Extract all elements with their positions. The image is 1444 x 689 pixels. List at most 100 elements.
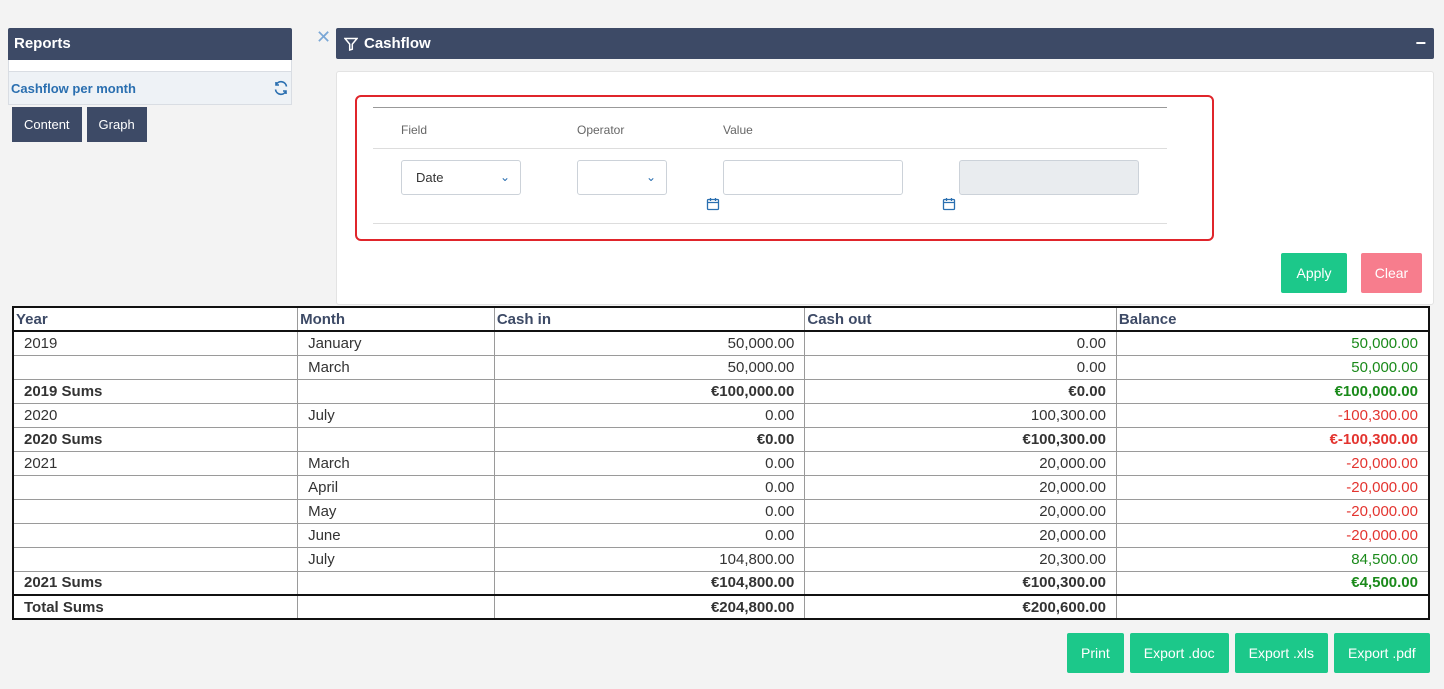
value-input[interactable] — [723, 160, 903, 195]
divider — [373, 107, 1167, 108]
clear-button[interactable]: Clear — [1361, 253, 1422, 293]
cell-month: May — [297, 498, 495, 524]
calendar-icon[interactable] — [706, 197, 720, 211]
filter-header-row: Field Operator Value — [373, 108, 1167, 148]
table-row: June 0.00 20,000.00 -20,000.00 — [12, 522, 1430, 548]
cell-cash-in: 104,800.00 — [493, 546, 806, 572]
close-icon[interactable]: ✕ — [316, 27, 332, 47]
cell-cash-out: €100,300.00 — [804, 426, 1117, 452]
reports-panel: Reports Cashflow per month Content Graph — [8, 28, 292, 142]
export-doc-button[interactable]: Export .doc — [1129, 633, 1229, 673]
cell-month: March — [297, 450, 495, 476]
report-item-cashflow[interactable]: Cashflow per month — [8, 71, 292, 105]
cell-cash-in: €100,000.00 — [493, 378, 806, 404]
cell-cash-out: 20,300.00 — [804, 546, 1117, 572]
cell-month: March — [297, 354, 495, 380]
cell-cash-in: 0.00 — [493, 402, 806, 428]
cell-cash-out: €0.00 — [804, 378, 1117, 404]
chevron-down-icon: ⌄ — [499, 170, 510, 184]
divider — [373, 148, 1167, 149]
filter-table: Field Operator Value Date ⌄ ⌄ — [373, 107, 1167, 224]
total-row: Total Sums €204,800.00 €200,600.00 — [12, 594, 1430, 620]
cell-year — [12, 522, 299, 548]
cell-year: 2021 — [12, 450, 299, 476]
cell-cash-out: 0.00 — [804, 354, 1117, 380]
cell-balance: 50,000.00 — [1115, 330, 1430, 356]
cell-year: 2021 Sums — [12, 570, 299, 596]
cell-balance: -20,000.00 — [1115, 522, 1430, 548]
cell-cash-out: €200,600.00 — [804, 594, 1117, 620]
filter-row: Date ⌄ ⌄ — [373, 149, 1167, 223]
cell-month: April — [297, 474, 495, 500]
cell-cash-out: 20,000.00 — [804, 522, 1117, 548]
cell-balance: €-100,300.00 — [1115, 426, 1430, 452]
column-header-year[interactable]: Year — [12, 306, 299, 332]
cell-month — [297, 378, 495, 404]
refresh-icon[interactable] — [273, 80, 289, 96]
cell-cash-out: 20,000.00 — [804, 498, 1117, 524]
cell-month — [297, 570, 495, 596]
cell-cash-out: 20,000.00 — [804, 450, 1117, 476]
cell-balance — [1115, 594, 1430, 620]
cell-year — [12, 498, 299, 524]
print-button[interactable]: Print — [1067, 633, 1124, 673]
cell-cash-out: 100,300.00 — [804, 402, 1117, 428]
column-header-balance[interactable]: Balance — [1115, 306, 1430, 332]
apply-button[interactable]: Apply — [1281, 253, 1347, 293]
cell-cash-out: 20,000.00 — [804, 474, 1117, 500]
cell-year — [12, 474, 299, 500]
cell-year — [12, 354, 299, 380]
filter-highlight — [355, 95, 1214, 241]
report-link-cashflow[interactable]: Cashflow per month — [11, 80, 136, 96]
column-header-month[interactable]: Month — [297, 306, 495, 332]
view-tabs: Content Graph — [12, 107, 292, 142]
cell-balance: 84,500.00 — [1115, 546, 1430, 572]
column-header-cash-in[interactable]: Cash in — [493, 306, 806, 332]
cell-balance: -20,000.00 — [1115, 474, 1430, 500]
export-pdf-button[interactable]: Export .pdf — [1333, 633, 1430, 673]
table-row: May 0.00 20,000.00 -20,000.00 — [12, 498, 1430, 524]
cell-cash-in: 0.00 — [493, 474, 806, 500]
cell-cash-in: 0.00 — [493, 522, 806, 548]
cell-year: 2019 — [12, 330, 299, 356]
table-row: March 50,000.00 0.00 50,000.00 — [12, 354, 1430, 380]
cell-cash-out: 0.00 — [804, 330, 1117, 356]
table-row: April 0.00 20,000.00 -20,000.00 — [12, 474, 1430, 500]
cell-cash-in: €204,800.00 — [493, 594, 806, 620]
filter-col-field: Field — [401, 123, 428, 137]
field-select[interactable]: Date ⌄ — [401, 160, 521, 195]
cell-balance: -100,300.00 — [1115, 402, 1430, 428]
sum-row: 2020 Sums €0.00 €100,300.00 €-100,300.00 — [12, 426, 1430, 452]
cell-month: January — [297, 330, 495, 356]
table-header-row: Year Month Cash in Cash out Balance — [12, 306, 1430, 332]
cell-cash-in: 50,000.00 — [493, 354, 806, 380]
cashflow-panel-header: Cashflow − — [336, 28, 1434, 59]
cell-balance: 50,000.00 — [1115, 354, 1430, 380]
cell-year — [12, 546, 299, 572]
chevron-down-icon: ⌄ — [645, 170, 656, 184]
operator-select[interactable]: ⌄ — [577, 160, 667, 195]
tab-graph[interactable]: Graph — [86, 107, 147, 142]
tab-content[interactable]: Content — [12, 107, 82, 142]
cell-cash-in: €104,800.00 — [493, 570, 806, 596]
column-header-cash-out[interactable]: Cash out — [804, 306, 1117, 332]
cell-month: July — [297, 546, 495, 572]
filter-col-operator: Operator — [577, 123, 625, 137]
divider — [373, 223, 1167, 224]
cell-balance: €4,500.00 — [1115, 570, 1430, 596]
export-xls-button[interactable]: Export .xls — [1234, 633, 1328, 673]
reports-title: Reports — [8, 28, 292, 60]
calendar-icon[interactable] — [942, 197, 956, 211]
filter-col-value: Value — [723, 123, 753, 137]
cell-month: June — [297, 522, 495, 548]
reports-spacer — [8, 60, 292, 71]
table-row: 2020 July 0.00 100,300.00 -100,300.00 — [12, 402, 1430, 428]
filter-icon — [344, 37, 358, 51]
field-select-value: Date — [416, 170, 444, 185]
value-input-2[interactable] — [959, 160, 1139, 195]
cell-month — [297, 426, 495, 452]
collapse-icon[interactable]: − — [1415, 33, 1426, 53]
cell-cash-in: 0.00 — [493, 498, 806, 524]
table-row: July 104,800.00 20,300.00 84,500.00 — [12, 546, 1430, 572]
cell-cash-out: €100,300.00 — [804, 570, 1117, 596]
